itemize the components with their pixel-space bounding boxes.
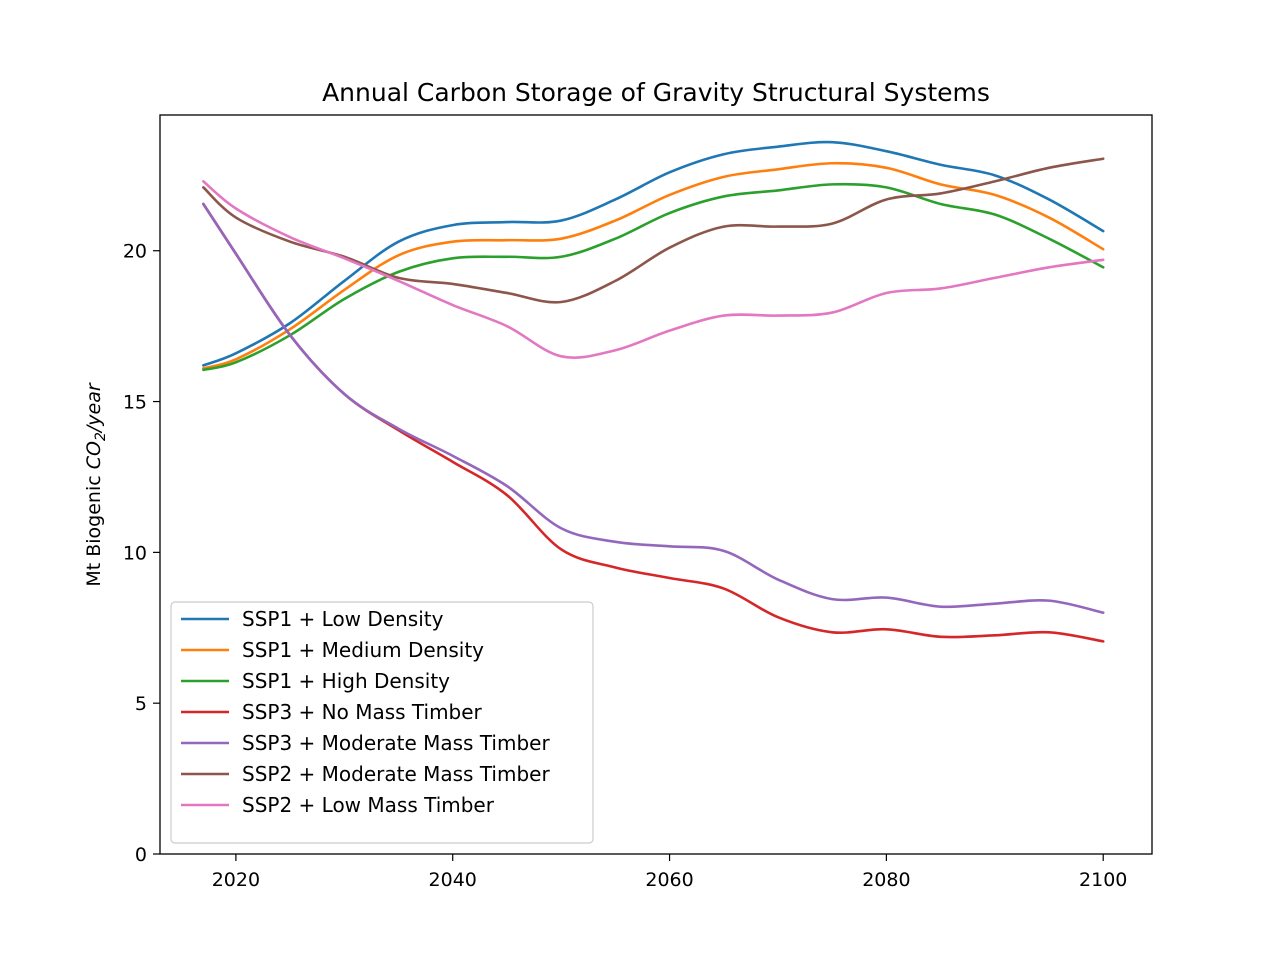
y-tick-label: 10 — [123, 542, 147, 564]
legend-entry-label: SSP3 + No Mass Timber — [242, 700, 483, 724]
series-line-2 — [202, 161, 1105, 370]
y-axis-label: Mt Biogenic CO2/year — [83, 382, 109, 587]
legend-entry-label: SSP2 + Low Mass Timber — [242, 793, 495, 817]
legend-entry-label: SSP1 + Medium Density — [242, 638, 484, 662]
x-tick-label: 2100 — [1079, 869, 1127, 891]
chart-title: Annual Carbon Storage of Gravity Structu… — [322, 78, 990, 107]
y-axis-label-math: CO — [83, 441, 105, 469]
legend-entry-label: SSP2 + Moderate Mass Timber — [242, 762, 550, 786]
legend-box — [170, 601, 594, 844]
x-tick-label: 2080 — [862, 869, 910, 891]
x-tick-label: 2020 — [212, 869, 260, 891]
legend-entry-label: SSP1 + Low Density — [242, 607, 444, 631]
series-line-3 — [202, 182, 1105, 372]
series-line-5 — [202, 202, 1105, 614]
y-tick-label: 5 — [135, 693, 147, 715]
y-tick-label: 20 — [123, 241, 147, 263]
y-tick-label: 15 — [123, 392, 147, 414]
x-tick-label: 2040 — [429, 869, 477, 891]
legend-entry-label: SSP3 + Moderate Mass Timber — [242, 731, 550, 755]
series-line-7 — [202, 180, 1105, 359]
y-axis-label-subscript: 2 — [93, 432, 109, 441]
svg-text:Mt Biogenic CO2/year: Mt Biogenic CO2/year — [83, 382, 109, 587]
series-lines — [202, 140, 1105, 643]
legend: SSP1 + Low Density SSP1 + Medium Density S… — [170, 601, 594, 844]
y-axis-label-prefix: Mt Biogenic — [83, 469, 105, 586]
plot-area-frame — [159, 114, 1153, 855]
y-tick-label: 0 — [135, 844, 147, 866]
series-line-1 — [202, 140, 1105, 367]
legend-entry-label: SSP1 + High Density — [242, 669, 450, 693]
x-tick-label: 2060 — [645, 869, 693, 891]
y-axis-label-suffix: /year — [83, 382, 105, 434]
axis-ticks: 2020 2040 2060 2080 2100 0 5 10 15 20 — [123, 241, 1128, 891]
